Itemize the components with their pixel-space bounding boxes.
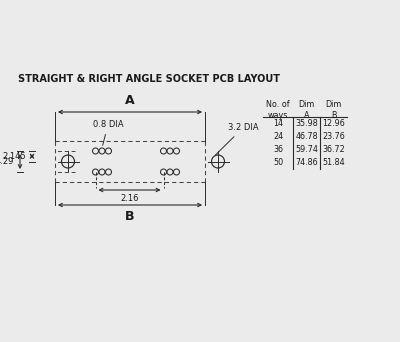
Text: 4.29: 4.29 (0, 157, 14, 166)
Text: 2.145: 2.145 (2, 152, 26, 161)
Text: 51.84: 51.84 (322, 158, 345, 167)
Text: A: A (125, 94, 135, 107)
Text: 24: 24 (273, 132, 283, 141)
Text: 74.86: 74.86 (295, 158, 318, 167)
Text: 0.8 DIA: 0.8 DIA (93, 120, 123, 145)
Text: 3.2 DIA: 3.2 DIA (216, 123, 259, 155)
Text: No. of
ways: No. of ways (266, 100, 290, 120)
Text: 59.74: 59.74 (295, 145, 318, 154)
Text: 12.96: 12.96 (322, 119, 345, 128)
Text: 36.72: 36.72 (322, 145, 345, 154)
Text: Dim
B: Dim B (325, 100, 342, 120)
Text: 14: 14 (273, 119, 283, 128)
Text: Dim
A: Dim A (298, 100, 315, 120)
Text: B: B (125, 210, 135, 223)
Text: 23.76: 23.76 (322, 132, 345, 141)
Text: 35.98: 35.98 (295, 119, 318, 128)
Text: 36: 36 (273, 145, 283, 154)
Text: 46.78: 46.78 (295, 132, 318, 141)
Text: 50: 50 (273, 158, 283, 167)
Text: STRAIGHT & RIGHT ANGLE SOCKET PCB LAYOUT: STRAIGHT & RIGHT ANGLE SOCKET PCB LAYOUT (18, 74, 280, 84)
Text: 2.16: 2.16 (120, 194, 139, 203)
